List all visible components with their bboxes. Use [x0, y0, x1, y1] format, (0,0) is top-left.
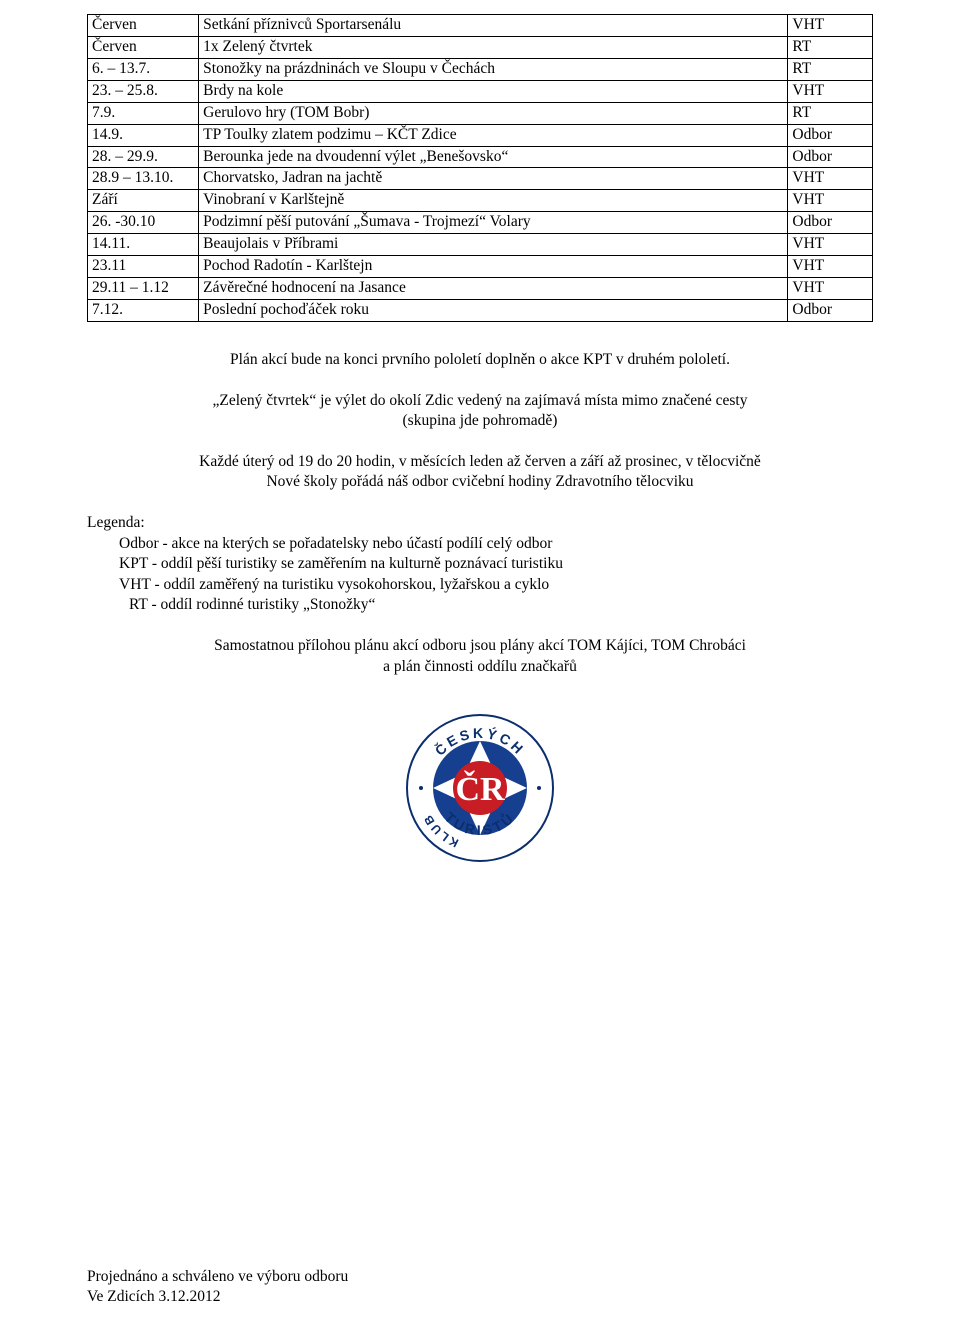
cell-date: 14.9.	[88, 124, 199, 146]
cell-event: Beaujolais v Příbrami	[199, 234, 788, 256]
cell-date: 28.9 – 13.10.	[88, 168, 199, 190]
cell-date: 23.11	[88, 256, 199, 278]
table-row: 29.11 – 1.12Závěrečné hodnocení na Jasan…	[88, 278, 873, 300]
cell-date: Září	[88, 190, 199, 212]
cell-event: Setkání příznivců Sportarsenálu	[199, 15, 788, 37]
table-row: 28. – 29.9.Berounka jede na dvoudenní vý…	[88, 146, 873, 168]
cell-event: Vinobraní v Karlštejně	[199, 190, 788, 212]
legend-block: Legenda: Odbor - akce na kterých se pořa…	[87, 513, 873, 616]
cell-event: 1x Zelený čtvrtek	[199, 36, 788, 58]
cell-date: 7.9.	[88, 102, 199, 124]
cell-tag: Odbor	[788, 212, 873, 234]
footer-line1: Projednáno a schváleno ve výboru odboru	[87, 1267, 348, 1287]
cell-tag: VHT	[788, 234, 873, 256]
table-row: 28.9 – 13.10.Chorvatsko, Jadran na jacht…	[88, 168, 873, 190]
cell-event: Stonožky na prázdninách ve Sloupu v Čech…	[199, 58, 788, 80]
cell-tag: VHT	[788, 15, 873, 37]
svg-text:ČR: ČR	[455, 770, 505, 808]
text-line: Nové školy pořádá náš odbor cvičební hod…	[266, 473, 693, 490]
table-row: 23. – 25.8.Brdy na koleVHT	[88, 80, 873, 102]
cell-date: Červen	[88, 15, 199, 37]
text-line: a plán činnosti oddílu značkařů	[383, 658, 577, 675]
cell-tag: Odbor	[788, 124, 873, 146]
cell-event: Poslední pochoďáček roku	[199, 299, 788, 321]
cell-tag: VHT	[788, 256, 873, 278]
schedule-tbody: ČervenSetkání příznivců SportarsenáluVHT…	[88, 15, 873, 322]
cell-date: 28. – 29.9.	[88, 146, 199, 168]
cell-tag: Odbor	[788, 146, 873, 168]
cell-event: Gerulovo hry (TOM Bobr)	[199, 102, 788, 124]
cell-tag: VHT	[788, 190, 873, 212]
legend-rt: RT - oddíl rodinné turistiky „Stonožky“	[87, 595, 873, 616]
body-text: Plán akcí bude na konci prvního pololetí…	[87, 350, 873, 677]
footer: Projednáno a schváleno ve výboru odboru …	[87, 1267, 348, 1307]
cell-tag: RT	[788, 102, 873, 124]
cell-event: Chorvatsko, Jadran na jachtě	[199, 168, 788, 190]
table-row: 14.9.TP Toulky zlatem podzimu – KČT Zdic…	[88, 124, 873, 146]
footer-line2: Ve Zdicích 3.12.2012	[87, 1287, 348, 1307]
text-line: (skupina jde pohromadě)	[403, 412, 558, 429]
text-line: Každé úterý od 19 do 20 hodin, v měsícíc…	[199, 453, 761, 470]
cell-date: Červen	[88, 36, 199, 58]
kct-logo-svg: ČR ČESKÝCH TURISTŮ KLUB	[405, 713, 555, 863]
cell-event: Závěrečné hodnocení na Jasance	[199, 278, 788, 300]
page: ČervenSetkání příznivců SportarsenáluVHT…	[0, 0, 960, 1325]
legend-title: Legenda:	[87, 513, 873, 534]
paragraph-zeleny: „Zelený čtvrtek“ je výlet do okolí Zdic …	[87, 391, 873, 432]
table-row: ČervenSetkání příznivců SportarsenáluVHT	[88, 15, 873, 37]
table-row: Červen1x Zelený čtvrtekRT	[88, 36, 873, 58]
table-row: 26. -30.10Podzimní pěší putování „Šumava…	[88, 212, 873, 234]
cell-tag: VHT	[788, 168, 873, 190]
cell-event: Brdy na kole	[199, 80, 788, 102]
cell-date: 23. – 25.8.	[88, 80, 199, 102]
legend-kpt: KPT - oddíl pěší turistiky se zaměřením …	[87, 554, 873, 575]
cell-tag: Odbor	[788, 299, 873, 321]
table-row: ZáříVinobraní v KarlštejněVHT	[88, 190, 873, 212]
paragraph-priloha: Samostatnou přílohou plánu akcí odboru j…	[87, 636, 873, 677]
schedule-table: ČervenSetkání příznivců SportarsenáluVHT…	[87, 14, 873, 322]
legend-vht: VHT - oddíl zaměřený na turistiku vysoko…	[87, 575, 873, 596]
cell-date: 26. -30.10	[88, 212, 199, 234]
cell-date: 7.12.	[88, 299, 199, 321]
table-row: 23.11Pochod Radotín - KarlštejnVHT	[88, 256, 873, 278]
table-row: 6. – 13.7.Stonožky na prázdninách ve Slo…	[88, 58, 873, 80]
paragraph-plan: Plán akcí bude na konci prvního pololetí…	[87, 350, 873, 371]
text-line: „Zelený čtvrtek“ je výlet do okolí Zdic …	[213, 392, 748, 409]
table-row: 7.9.Gerulovo hry (TOM Bobr)RT	[88, 102, 873, 124]
cell-event: Podzimní pěší putování „Šumava - Trojmez…	[199, 212, 788, 234]
cell-tag: VHT	[788, 278, 873, 300]
legend-odbor: Odbor - akce na kterých se pořadatelsky …	[87, 534, 873, 555]
cell-date: 14.11.	[88, 234, 199, 256]
table-row: 14.11.Beaujolais v PříbramiVHT	[88, 234, 873, 256]
cell-tag: VHT	[788, 80, 873, 102]
kct-logo-icon: ČR ČESKÝCH TURISTŮ KLUB	[405, 713, 555, 868]
cell-date: 6. – 13.7.	[88, 58, 199, 80]
table-row: 7.12.Poslední pochoďáček rokuOdbor	[88, 299, 873, 321]
cell-tag: RT	[788, 58, 873, 80]
cell-event: Berounka jede na dvoudenní výlet „Benešo…	[199, 146, 788, 168]
cell-date: 29.11 – 1.12	[88, 278, 199, 300]
text-line: Samostatnou přílohou plánu akcí odboru j…	[214, 637, 746, 654]
cell-event: Pochod Radotín - Karlštejn	[199, 256, 788, 278]
cell-event: TP Toulky zlatem podzimu – KČT Zdice	[199, 124, 788, 146]
cell-tag: RT	[788, 36, 873, 58]
paragraph-utery: Každé úterý od 19 do 20 hodin, v měsícíc…	[87, 452, 873, 493]
logo-container: ČR ČESKÝCH TURISTŮ KLUB	[87, 713, 873, 868]
